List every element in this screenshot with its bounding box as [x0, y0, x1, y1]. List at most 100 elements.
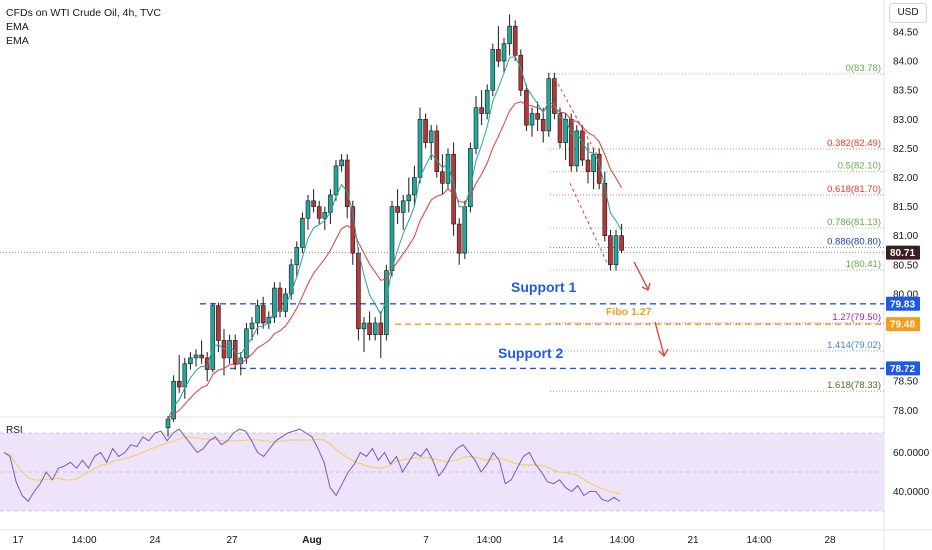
- support-2-label: Support 2: [498, 345, 564, 361]
- chart-legend: CFDs on WTI Crude Oil, 4h, TVC EMA EMA: [6, 6, 161, 48]
- candles: [165, 14, 624, 437]
- candle: [507, 25, 512, 44]
- candle: [305, 200, 311, 219]
- annotations: Support 1 Support 2 Fibo 1.27: [498, 78, 669, 361]
- candle: [294, 247, 300, 266]
- candle: [468, 148, 473, 207]
- candle: [602, 183, 608, 237]
- candle: [328, 194, 333, 213]
- candle: [277, 287, 283, 312]
- candle: [613, 235, 619, 266]
- price-tick-label: 80.00: [893, 289, 918, 300]
- price-axis[interactable]: 84.50 84.00 83.50 83.00 82.50 82.00 81.50 81.00…: [886, 28, 930, 499]
- time-tick-label: 14:00: [609, 535, 634, 546]
- arrow-1-shaft: [633, 261, 649, 290]
- candle: [456, 223, 462, 254]
- fib-label-3: 0.618(81.70): [827, 184, 881, 195]
- price-tick-label: 80.50: [893, 260, 918, 271]
- candle: [322, 212, 328, 219]
- time-tick-label: 14:00: [476, 535, 501, 546]
- candle: [540, 119, 546, 132]
- time-tick-label: 27: [226, 535, 238, 546]
- candle: [552, 78, 557, 114]
- candle: [182, 363, 188, 388]
- candle: [568, 119, 574, 167]
- time-tick-label: 17: [12, 535, 24, 546]
- fib-label-9: 1.618(78.33): [827, 380, 881, 391]
- candle: [406, 194, 412, 202]
- rsi-panel: RSI: [0, 425, 884, 512]
- candle: [333, 165, 339, 196]
- time-tick-label: 14:00: [746, 535, 771, 546]
- arrow-1-head: [641, 282, 651, 291]
- candle: [378, 322, 384, 335]
- price-tag-2: 78.72: [890, 364, 915, 375]
- candle: [249, 322, 255, 330]
- price-tick-label: 82.50: [893, 144, 918, 155]
- candle: [311, 200, 316, 207]
- candle: [344, 159, 350, 207]
- candle: [339, 159, 344, 167]
- price-tag-2-bg: [886, 361, 920, 376]
- price-tick-label: 81.00: [893, 231, 918, 242]
- candle: [479, 107, 484, 114]
- candle: [260, 305, 266, 324]
- rsi-ma-line: [3, 436, 621, 495]
- rsi-label: RSI: [6, 425, 23, 436]
- candle: [361, 322, 367, 330]
- candle: [535, 113, 540, 120]
- candle: [188, 357, 193, 365]
- time-axis[interactable]: 17 14:00 24 27 Aug 7 14:00 14 14:00 21 14:00 28: [12, 535, 836, 546]
- candle: [473, 107, 479, 149]
- candle: [204, 357, 210, 370]
- candle: [272, 287, 277, 318]
- candle: [395, 206, 400, 213]
- candle: [462, 206, 468, 254]
- price-tag-1-bg: [886, 317, 920, 332]
- candle: [283, 293, 288, 312]
- candle: [529, 113, 535, 126]
- ema-lines: [167, 56, 623, 420]
- time-tick-label: 14:00: [71, 535, 96, 546]
- price-tick-label: 84.50: [893, 28, 918, 39]
- candle: [512, 25, 518, 56]
- rsi-tick-label: 60.0000: [893, 448, 930, 459]
- price-tick-label: 81.50: [893, 202, 918, 213]
- last-price-tag: 80.71: [890, 248, 915, 259]
- candle: [372, 322, 378, 335]
- price-tick-label: 78.00: [893, 406, 918, 417]
- candle: [501, 43, 507, 62]
- candle: [591, 153, 596, 172]
- candle: [518, 54, 524, 91]
- time-tick-label: 24: [149, 535, 161, 546]
- legend-symbol[interactable]: CFDs on WTI Crude Oil, 4h, TVC: [6, 7, 162, 19]
- arrow-2-shaft: [654, 321, 665, 356]
- candle: [484, 89, 490, 114]
- support-1-label: Support 1: [511, 279, 577, 295]
- price-tick-label: 84.00: [893, 57, 918, 68]
- fib-label-1: 0.382(82.49): [827, 138, 881, 149]
- decline-dash-2: [569, 183, 609, 266]
- candle: [227, 340, 232, 359]
- currency-button[interactable]: USD: [889, 3, 927, 23]
- fib-label-0: 0(83.78): [846, 63, 881, 74]
- legend-ema-2[interactable]: EMA: [6, 35, 29, 47]
- candle: [384, 270, 389, 335]
- legend-ema-1[interactable]: EMA: [6, 21, 29, 33]
- arrow-2-head: [658, 348, 669, 358]
- candle: [417, 119, 423, 178]
- candle: [423, 119, 428, 143]
- candle: [440, 171, 445, 184]
- candle: [412, 177, 417, 196]
- fib-label-8: 1.414(79.02): [827, 340, 881, 351]
- candle: [434, 130, 440, 172]
- candle: [255, 305, 260, 324]
- time-tick-label: 14: [552, 535, 564, 546]
- candle: [428, 130, 434, 143]
- rsi-tick-label: 40.0000: [893, 487, 930, 498]
- candle: [165, 418, 171, 429]
- price-tag-0-bg: [886, 296, 920, 311]
- candle: [619, 235, 624, 251]
